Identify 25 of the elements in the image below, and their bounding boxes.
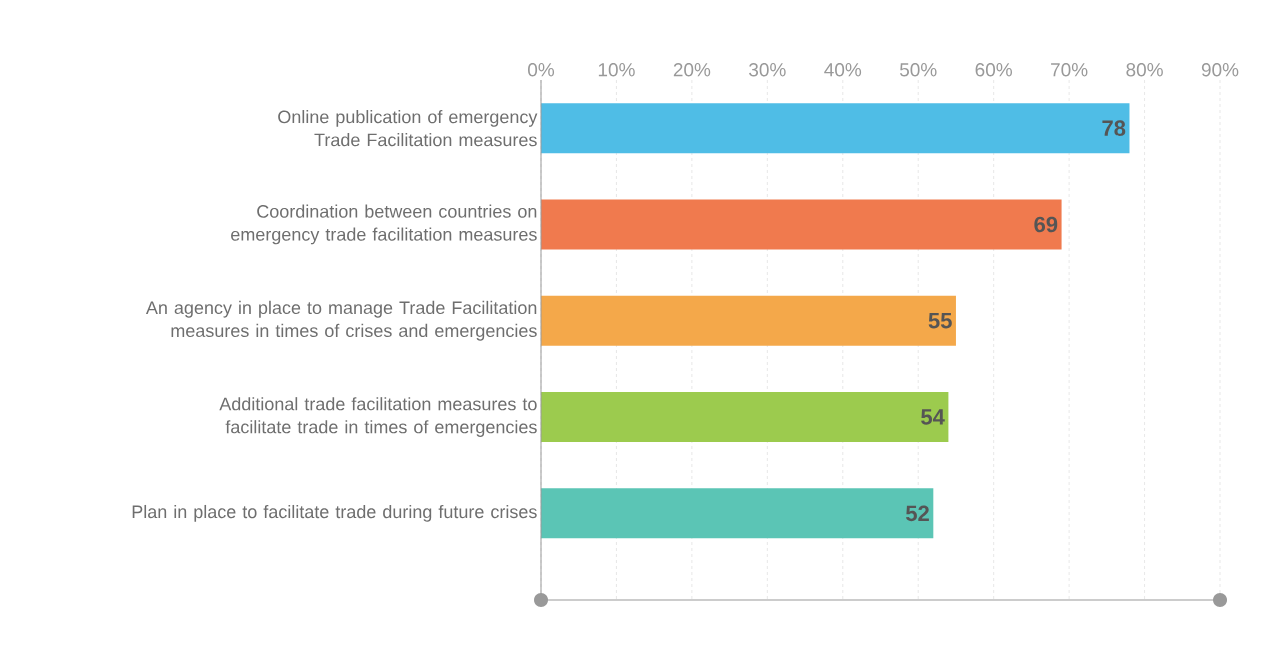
- x-tick-label: 0%: [528, 63, 555, 77]
- y-tick-label: Online publication of emergency Trade Facilitation measures: [278, 110, 538, 147]
- x-tick-label: 90%: [1201, 63, 1239, 77]
- data-label: 55: [928, 313, 952, 329]
- x-tick-label: 80%: [1126, 63, 1163, 77]
- bar: [541, 103, 1130, 154]
- y-tick-label: Additional trade facilitation measures to facilitate trade in times of emergencies: [219, 397, 537, 437]
- data-label: 52: [905, 505, 929, 522]
- x-tick-label: 60%: [975, 63, 1013, 77]
- x-tick-label: 30%: [749, 63, 786, 77]
- bar: [541, 199, 1062, 250]
- data-label: 78: [1102, 120, 1126, 136]
- x-tick-label: 50%: [899, 63, 937, 77]
- bar: [541, 295, 956, 346]
- x-tick-label: 10%: [598, 63, 635, 77]
- y-tick-label: Coordination between countries on emergency trade facilitation measures: [231, 204, 537, 245]
- data-label: 54: [921, 409, 945, 425]
- bar: [541, 392, 949, 443]
- x-tick-label: 40%: [824, 63, 862, 77]
- data-label: 69: [1034, 216, 1058, 233]
- x-tick-label: 20%: [673, 63, 711, 77]
- x-tick-label: 70%: [1051, 63, 1088, 77]
- y-tick-label: An agency in place to manage Trade Facilitation measures in times of crises and emergencies: [145, 300, 537, 341]
- y-tick-label: Plan in place to facilitate trade during future crises: [132, 504, 537, 522]
- bar: [541, 488, 934, 539]
